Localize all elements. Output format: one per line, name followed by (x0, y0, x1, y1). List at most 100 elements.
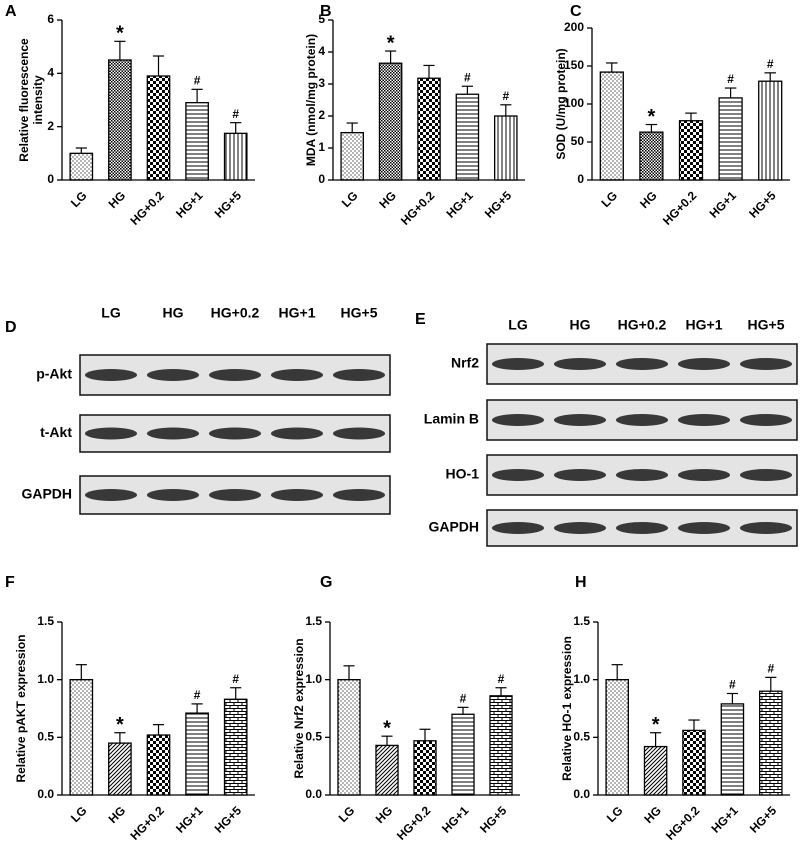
significance-marker: # (194, 688, 201, 702)
bar (223, 698, 248, 796)
bar (682, 729, 706, 796)
band (739, 414, 793, 426)
y-tick-label: 0 (47, 172, 54, 186)
x-tick-label: LG (604, 803, 626, 825)
y-tick-label: 100 (564, 96, 584, 110)
panel-label: D (5, 319, 17, 336)
y-tick-label: 200 (564, 20, 584, 34)
band (84, 489, 138, 501)
lane-label: HG (570, 317, 591, 333)
bar (185, 712, 209, 796)
band (677, 522, 731, 534)
lane-label: HG+1 (279, 305, 316, 321)
y-tick-label: 0.5 (305, 730, 322, 744)
bar (337, 679, 361, 796)
y-axis-label: SOD (U/mg protein) (554, 48, 568, 159)
y-tick-label: 3 (318, 76, 325, 90)
x-tick-label: HG+5 (747, 803, 780, 836)
band (270, 489, 324, 501)
bar (108, 742, 132, 796)
y-tick-label: 0.0 (37, 787, 54, 801)
band (739, 469, 793, 481)
row-label: p-Akt (36, 366, 72, 382)
band (677, 469, 731, 481)
band (677, 414, 731, 426)
y-tick-label: 4 (318, 44, 325, 58)
x-tick-label: HG+0.2 (660, 188, 700, 228)
y-axis-label: Relative fluorescence (17, 38, 31, 162)
y-tick-label: 150 (564, 58, 584, 72)
lane-label: HG (163, 305, 184, 321)
x-tick-label: HG (637, 188, 660, 211)
band (491, 522, 545, 534)
y-tick-label: 1 (318, 140, 325, 154)
y-tick-label: 1.0 (37, 672, 54, 686)
x-tick-label: HG+1 (173, 803, 206, 836)
x-tick-label: LG (68, 803, 90, 825)
band (615, 522, 669, 534)
row-label: HO-1 (446, 466, 480, 482)
x-tick-label: LG (339, 188, 361, 210)
significance-marker: # (767, 662, 774, 676)
y-tick-label: 0.0 (573, 787, 590, 801)
x-tick-label: HG (106, 188, 129, 211)
x-tick-label: HG+0.2 (127, 188, 167, 228)
y-tick-label: 2 (47, 119, 54, 133)
significance-marker: * (652, 714, 660, 736)
y-tick-label: 2 (318, 108, 325, 122)
band (553, 358, 607, 370)
bar (758, 80, 783, 181)
lane-label: HG+0.2 (618, 317, 667, 333)
row-label: GAPDH (21, 486, 72, 502)
band (332, 489, 386, 501)
x-tick-label: HG+5 (482, 188, 515, 221)
x-tick-label: HG+1 (443, 188, 476, 221)
bar (417, 77, 441, 181)
band (84, 427, 138, 440)
bar (489, 695, 513, 796)
bar (494, 115, 518, 181)
y-tick-label: 1.5 (573, 614, 590, 628)
bar (678, 120, 704, 181)
y-tick-label: 1.0 (573, 672, 590, 686)
significance-marker: * (383, 717, 391, 739)
x-tick-label: HG+0.2 (394, 803, 434, 843)
bar (639, 131, 664, 181)
x-tick-label: HG (106, 803, 129, 826)
row-label: Lamin B (424, 411, 479, 427)
bar (146, 75, 171, 181)
panel-label: G (320, 574, 332, 591)
row-label: GAPDH (428, 519, 479, 535)
band (491, 358, 545, 370)
y-axis-label: intensity (31, 75, 45, 125)
x-tick-label: HG (373, 803, 396, 826)
significance-marker: # (767, 57, 774, 71)
band (615, 358, 669, 370)
y-axis-label: Relative pAKT expression (14, 634, 28, 782)
bar (378, 62, 403, 181)
y-axis-label: MDA (nmol/mg protein) (304, 34, 318, 166)
panel-label: E (415, 311, 426, 328)
x-tick-label: LG (68, 188, 90, 210)
y-tick-label: 0.5 (573, 730, 590, 744)
band (270, 369, 324, 381)
band (208, 369, 262, 381)
band (491, 414, 545, 426)
significance-marker: * (116, 714, 124, 736)
x-tick-label: HG+5 (746, 188, 779, 221)
bar (720, 703, 745, 796)
band (739, 358, 793, 370)
significance-marker: * (387, 32, 395, 54)
significance-marker: # (498, 672, 505, 686)
bar (185, 102, 209, 181)
band (615, 469, 669, 481)
y-tick-label: 1.5 (305, 614, 322, 628)
significance-marker: # (232, 107, 239, 121)
y-tick-label: 6 (47, 12, 54, 26)
y-tick-label: 1.5 (37, 614, 54, 628)
lane-label: LG (508, 317, 528, 333)
y-tick-label: 0 (318, 172, 325, 186)
panel-label: F (5, 574, 15, 591)
x-tick-label: LG (336, 803, 358, 825)
band (332, 427, 386, 440)
